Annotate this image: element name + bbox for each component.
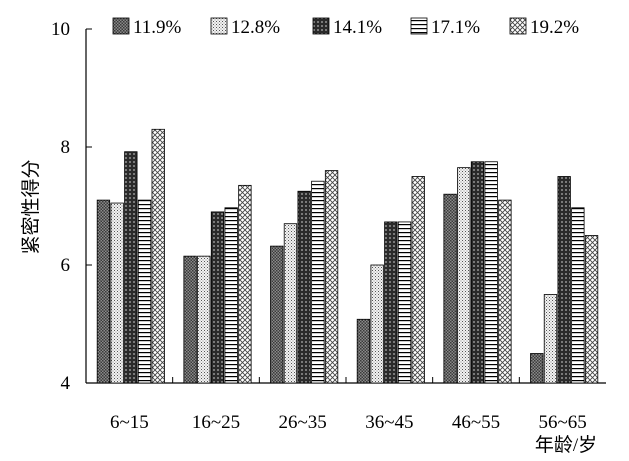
bar xyxy=(498,199,512,384)
bar xyxy=(96,199,111,384)
bar xyxy=(197,255,211,384)
bar xyxy=(543,294,558,384)
bar xyxy=(124,151,138,384)
bar xyxy=(283,223,298,384)
bar xyxy=(443,193,457,384)
y-tick-label: 8 xyxy=(61,137,71,158)
x-tick-label: 56~65 xyxy=(539,412,587,433)
x-tick-label: 46~55 xyxy=(452,412,500,433)
bar xyxy=(411,176,425,384)
bar xyxy=(584,235,599,384)
bar xyxy=(137,199,152,384)
x-tick-label: 16~25 xyxy=(192,412,240,433)
bar xyxy=(370,264,384,384)
bars xyxy=(96,128,599,384)
legend-label: 17.1% xyxy=(431,17,480,38)
x-axis-title: 年龄/岁 xyxy=(535,434,597,456)
bar xyxy=(311,180,325,384)
bar xyxy=(557,176,571,384)
y-tick-label: 6 xyxy=(61,255,71,276)
legend-swatch xyxy=(112,17,130,35)
bar xyxy=(470,161,485,384)
x-ticks: 6~15 16~25 26~35 36~45 46~55 56~65 xyxy=(110,377,587,433)
legend-swatch xyxy=(312,17,330,35)
legend-label: 14.1% xyxy=(333,17,382,38)
bar xyxy=(384,221,398,384)
bar xyxy=(151,128,165,384)
bar xyxy=(530,353,544,384)
bar xyxy=(356,318,371,384)
legend: 11.9% 12.8% 14.1% 17.1% 19.2% xyxy=(112,17,579,38)
x-tick-label: 26~35 xyxy=(279,412,327,433)
bar xyxy=(110,202,124,384)
bar xyxy=(484,161,498,384)
bar xyxy=(571,207,585,384)
bar xyxy=(297,190,311,384)
bar xyxy=(224,207,238,384)
legend-label: 19.2% xyxy=(530,17,579,38)
x-tick-label: 6~15 xyxy=(110,412,149,433)
x-tick-label: 36~45 xyxy=(365,412,413,433)
legend-label: 11.9% xyxy=(133,17,182,38)
bar xyxy=(210,211,225,384)
bar xyxy=(183,255,197,384)
y-axis-title: 紧密性得分 xyxy=(20,159,42,254)
bar xyxy=(270,245,284,384)
bar xyxy=(238,184,252,384)
y-tick-label: 10 xyxy=(51,19,70,40)
bar xyxy=(457,167,471,384)
bar xyxy=(397,221,412,384)
legend-label: 12.8% xyxy=(231,17,280,38)
bar xyxy=(324,170,339,384)
y-ticks: 4 6 8 10 xyxy=(51,19,92,394)
legend-swatch xyxy=(210,17,228,35)
y-tick-label: 4 xyxy=(61,373,71,394)
legend-swatch xyxy=(410,17,428,35)
legend-swatch xyxy=(509,17,527,35)
